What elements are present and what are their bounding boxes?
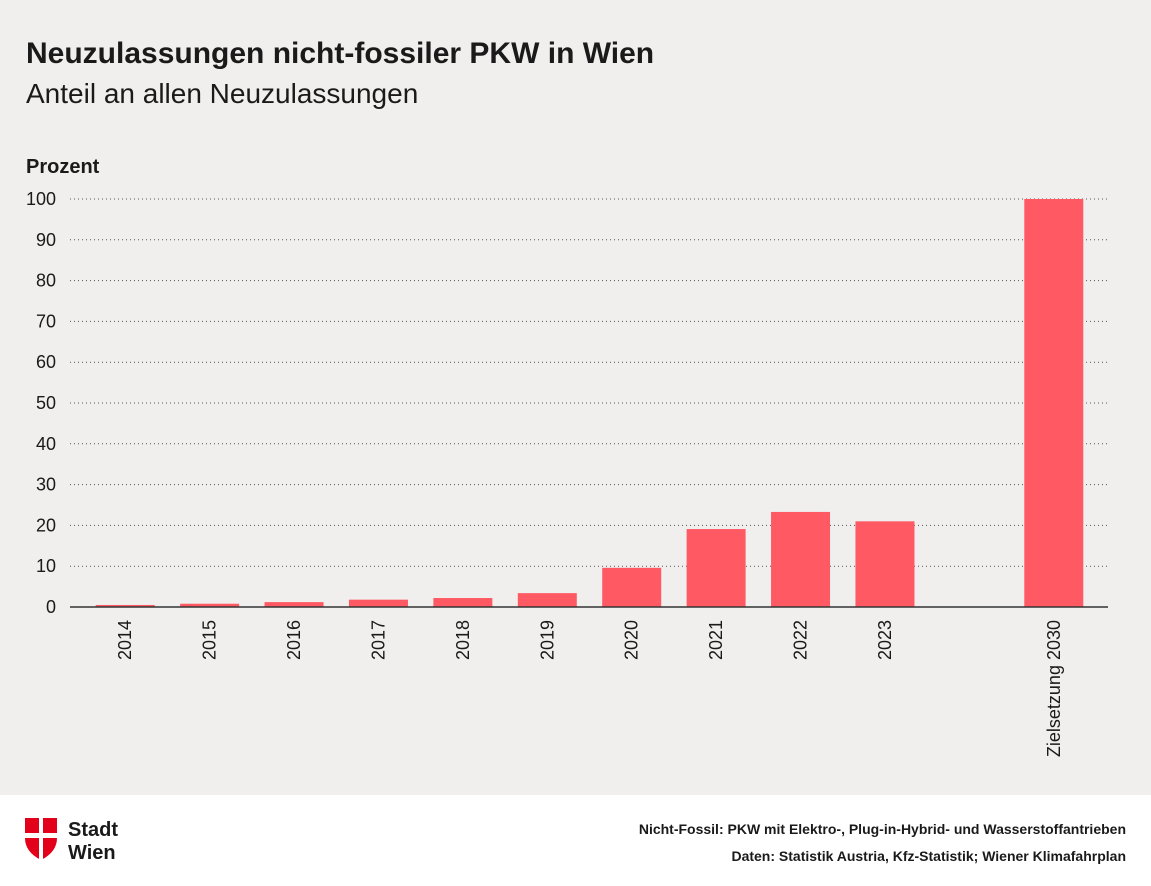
x-tick-label: 2016 — [284, 620, 304, 660]
logo — [25, 818, 57, 860]
bar — [180, 603, 240, 607]
y-axis-label: Prozent — [26, 156, 100, 178]
y-tick-label: 0 — [46, 597, 56, 617]
y-tick-label: 80 — [36, 271, 56, 291]
y-tick-label: 100 — [26, 189, 56, 209]
bar — [348, 599, 408, 607]
x-tick-label: 2018 — [453, 620, 473, 660]
x-tick-label: 2023 — [875, 620, 895, 660]
footnote: Nicht-Fossil: PKW mit Elektro-, Plug-in-… — [639, 821, 1126, 837]
bar — [95, 604, 155, 607]
y-tick-label: 60 — [36, 352, 56, 372]
y-tick-label: 50 — [36, 393, 56, 413]
x-tick-label: 2017 — [368, 620, 388, 660]
footer-background — [0, 795, 1151, 886]
bar — [686, 529, 746, 607]
logo-stripe — [39, 818, 43, 860]
x-tick-label: Zielsetzung 2030 — [1044, 620, 1064, 757]
x-tick-label: 2014 — [115, 620, 135, 660]
bar — [771, 511, 831, 607]
y-tick-label: 40 — [36, 434, 56, 454]
bar — [264, 602, 324, 607]
x-tick-label: 2015 — [200, 620, 220, 660]
x-tick-label: 2019 — [537, 620, 557, 660]
bar — [1024, 199, 1084, 607]
x-tick-label: 2022 — [791, 620, 811, 660]
y-tick-label: 10 — [36, 556, 56, 576]
y-tick-label: 20 — [36, 515, 56, 535]
chart-title: Neuzulassungen nicht-fossiler PKW in Wie… — [26, 37, 654, 70]
logo-text: Wien — [68, 842, 116, 864]
y-tick-label: 70 — [36, 311, 56, 331]
chart-subtitle: Anteil an allen Neuzulassungen — [26, 78, 418, 109]
x-tick-label: 2020 — [622, 620, 642, 660]
y-tick-label: 30 — [36, 475, 56, 495]
bar — [517, 593, 577, 607]
logo-text: Stadt — [68, 819, 118, 841]
bar — [855, 521, 915, 607]
y-tick-label: 90 — [36, 230, 56, 250]
footnote: Daten: Statistik Austria, Kfz-Statistik;… — [731, 848, 1126, 864]
bar — [433, 598, 493, 607]
x-tick-label: 2021 — [706, 620, 726, 660]
bar — [602, 567, 662, 607]
chart-background — [0, 0, 1151, 795]
